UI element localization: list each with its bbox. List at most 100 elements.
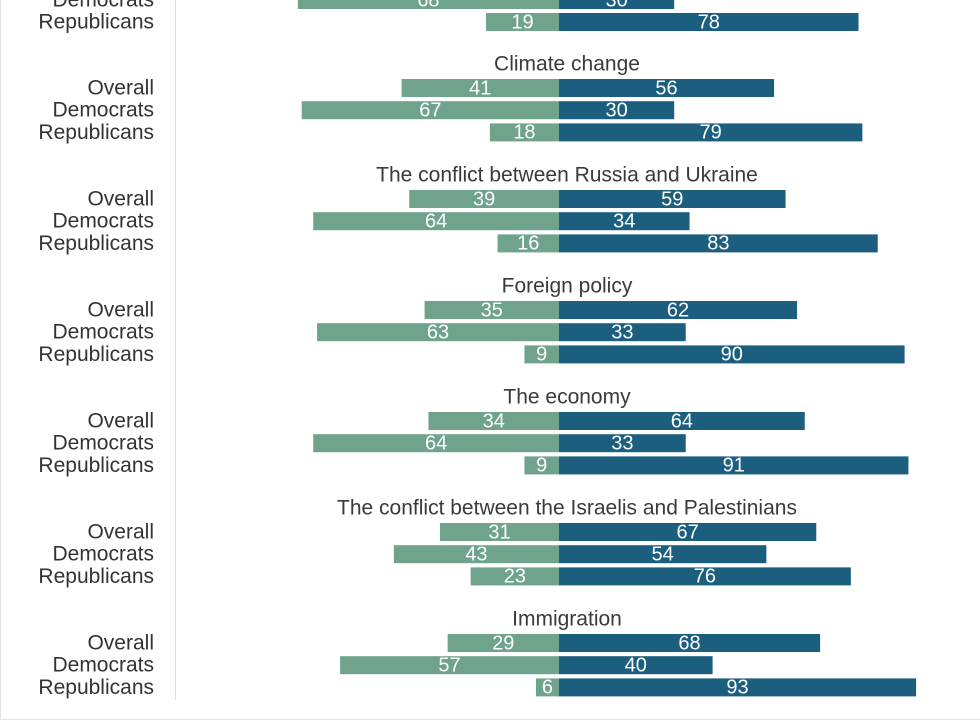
row-label-overall: Overall (87, 410, 154, 433)
bar-left (439, 523, 559, 541)
data-label-right: 93 (726, 677, 748, 699)
bar-left (535, 678, 559, 697)
row-label-democrats: Democrats (52, 654, 154, 677)
bar-left (340, 656, 559, 675)
bar-left (313, 212, 559, 231)
data-label-right: 67 (677, 521, 699, 543)
data-label-left: 19 (511, 11, 533, 33)
data-label-right: 91 (723, 455, 745, 477)
row-label-overall: Overall (87, 77, 154, 100)
bar-right (559, 634, 821, 652)
data-label-left: 64 (425, 432, 447, 454)
bar-left (470, 567, 559, 586)
data-label-right: 59 (661, 188, 683, 210)
row-label-democrats: Democrats (52, 321, 154, 344)
bar-right (559, 79, 775, 97)
bar-right (559, 345, 905, 364)
data-label-right: 62 (667, 299, 689, 321)
group-title: Immigration (512, 608, 622, 631)
data-label-left: 67 (419, 99, 441, 121)
bar-left (424, 301, 559, 319)
data-label-right: 79 (700, 122, 722, 144)
row-label-republicans: Republicans (38, 121, 154, 144)
row-label-overall: Overall (87, 299, 154, 322)
bar-right (559, 323, 686, 342)
bar-right (559, 212, 690, 231)
bar-left (524, 456, 559, 475)
row-label-democrats: Democrats (52, 210, 154, 233)
data-label-left: 31 (488, 521, 510, 543)
bar-left (301, 101, 559, 120)
data-label-right: 78 (698, 11, 720, 33)
row-label-republicans: Republicans (38, 11, 154, 34)
group-title: Foreign policy (502, 275, 633, 298)
data-label-right: 83 (707, 233, 729, 255)
bar-left (409, 190, 559, 208)
data-label-left: 35 (481, 299, 503, 321)
bar-right (559, 301, 798, 319)
data-label-right: 90 (721, 344, 743, 366)
data-label-left: 57 (438, 654, 460, 676)
bar-left (486, 13, 559, 31)
bar-right (559, 434, 686, 453)
row-label-republicans: Republicans (38, 232, 154, 255)
bar-left (489, 123, 559, 142)
data-label-right: 76 (694, 566, 716, 588)
data-label-left: 16 (517, 233, 539, 255)
data-label-right: 68 (678, 632, 700, 654)
data-label-left: 41 (469, 77, 491, 99)
bar-left (317, 323, 559, 342)
bar-right (559, 545, 767, 564)
bar-right (559, 13, 859, 31)
row-label-republicans: Republicans (38, 454, 154, 477)
data-label-left: 29 (492, 632, 514, 654)
data-label-right: 40 (625, 654, 647, 676)
bar-right (559, 0, 675, 9)
row-label-overall: Overall (87, 188, 154, 211)
bar-left (428, 412, 559, 430)
bar-left (524, 345, 559, 364)
bar-right (559, 456, 909, 475)
bar-right (559, 412, 805, 430)
data-label-right: 33 (611, 432, 633, 454)
bar-left (447, 634, 559, 652)
row-label-overall: Overall (87, 521, 154, 544)
data-label-right: 34 (613, 210, 635, 232)
data-label-left: 64 (425, 210, 447, 232)
bar-left (393, 545, 559, 564)
data-label-right: 33 (611, 321, 633, 343)
row-label-democrats: Democrats (52, 432, 154, 455)
data-label-left: 43 (465, 543, 487, 565)
bar-right (559, 234, 878, 253)
data-label-left: 68 (417, 0, 439, 11)
group-title: The conflict between Russia and Ukraine (376, 164, 758, 187)
row-label-democrats: Democrats (52, 0, 154, 12)
bar-left (297, 0, 559, 9)
data-label-left: 39 (473, 188, 495, 210)
data-label-right: 54 (652, 543, 674, 565)
data-label-left: 9 (536, 344, 547, 366)
row-label-republicans: Republicans (38, 343, 154, 366)
data-label-left: 6 (542, 677, 553, 699)
bar-right (559, 656, 713, 675)
bar-right (559, 678, 917, 697)
row-label-democrats: Democrats (52, 99, 154, 122)
data-label-right: 64 (671, 410, 693, 432)
bar-right (559, 123, 863, 142)
bar-left (401, 79, 559, 97)
left-border (0, 0, 1, 720)
label-column-divider (175, 0, 176, 700)
bar-right (559, 101, 675, 120)
bar-left (497, 234, 559, 253)
row-label-republicans: Republicans (38, 676, 154, 699)
group-title: The conflict between the Israelis and Pa… (337, 497, 797, 520)
data-label-left: 34 (483, 410, 505, 432)
bar-right (559, 190, 786, 208)
group-title: The economy (503, 386, 631, 409)
data-label-right: 30 (605, 99, 627, 121)
data-label-right: 30 (605, 0, 627, 11)
row-label-overall: Overall (87, 632, 154, 655)
row-label-republicans: Republicans (38, 565, 154, 588)
data-label-right: 56 (655, 77, 677, 99)
